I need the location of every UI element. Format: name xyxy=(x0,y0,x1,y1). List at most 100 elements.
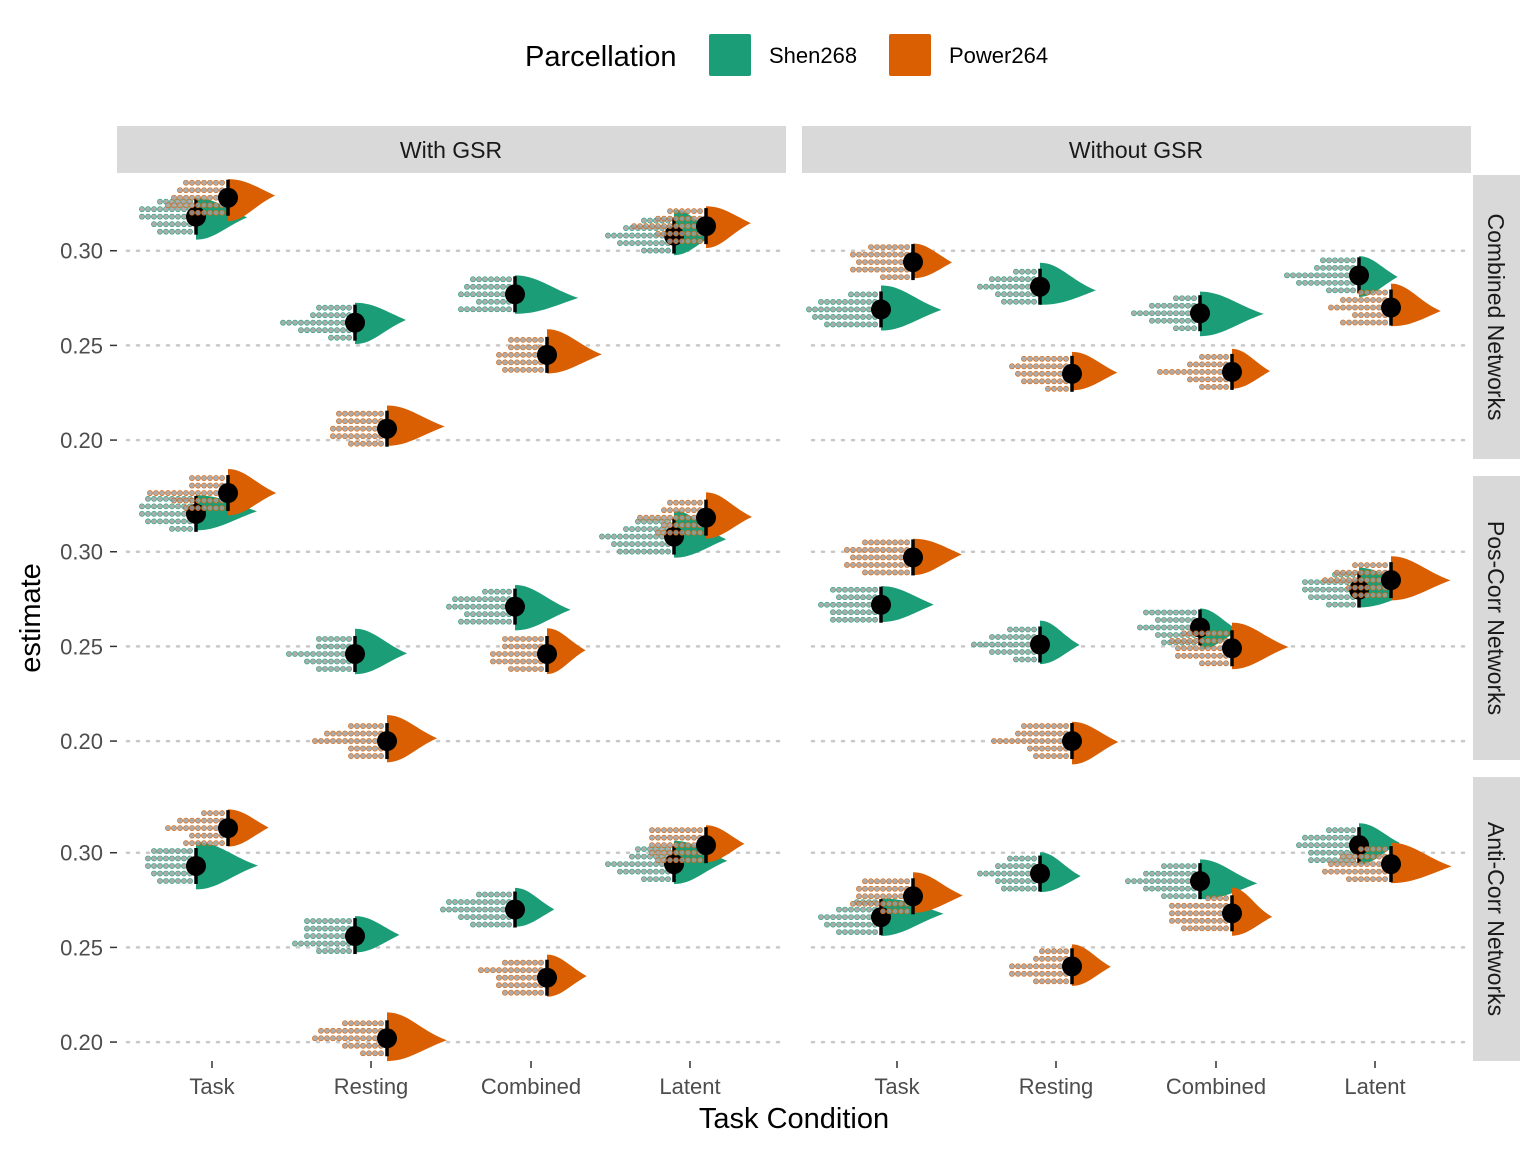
violin-shape xyxy=(1040,620,1080,665)
data-dot xyxy=(635,846,641,852)
data-dot xyxy=(665,247,671,254)
data-dot xyxy=(637,223,643,230)
data-dot xyxy=(316,948,322,954)
data-dot xyxy=(649,842,655,849)
data-dot xyxy=(661,514,667,521)
data-dot xyxy=(354,738,360,744)
data-dot xyxy=(151,848,157,854)
data-dot xyxy=(304,925,310,932)
data-dot xyxy=(1039,963,1045,970)
data-dot xyxy=(1019,298,1025,305)
data-dot xyxy=(189,209,195,216)
data-dot xyxy=(1199,376,1205,383)
data-dot xyxy=(366,1050,372,1057)
data-dot xyxy=(478,967,484,974)
data-dot xyxy=(1364,569,1370,576)
data-dot xyxy=(163,863,169,869)
data-dot xyxy=(1326,594,1332,600)
data-dot xyxy=(508,974,514,981)
data-dot xyxy=(1007,291,1013,298)
data-dot xyxy=(1199,384,1205,390)
data-dot xyxy=(1007,885,1013,892)
data-dot xyxy=(1179,609,1185,616)
data-dot xyxy=(195,187,201,194)
data-dot xyxy=(1308,272,1314,279)
strip-label-with-gsr: With GSR xyxy=(400,137,502,163)
data-dot xyxy=(1340,297,1346,303)
data-dot xyxy=(1161,617,1167,623)
data-dot xyxy=(806,306,812,313)
data-dot xyxy=(1364,876,1370,882)
data-dot xyxy=(856,562,862,568)
data-dot xyxy=(1382,289,1388,296)
data-dot xyxy=(667,230,673,237)
data-dot xyxy=(697,208,703,215)
data-dot xyxy=(366,425,372,432)
data-dot xyxy=(661,215,667,222)
data-dot xyxy=(340,304,346,311)
data-dot xyxy=(169,221,175,228)
data-dot xyxy=(1358,297,1364,303)
data-dot xyxy=(623,548,629,555)
data-dot xyxy=(1179,624,1185,631)
data-dot xyxy=(643,223,649,230)
data-dot xyxy=(1015,363,1021,370)
data-dot xyxy=(661,529,667,536)
data-dot xyxy=(860,921,866,928)
violin-shape xyxy=(1200,859,1258,900)
data-dot xyxy=(1223,660,1229,667)
data-dot xyxy=(1033,730,1039,737)
data-dot xyxy=(1308,594,1314,600)
data-dot xyxy=(880,274,886,280)
data-dot xyxy=(508,643,514,650)
data-dot xyxy=(1308,579,1314,585)
data-dot xyxy=(1057,730,1063,737)
data-dot xyxy=(1370,577,1376,584)
data-dot xyxy=(812,314,818,320)
data-dot xyxy=(1001,634,1007,640)
data-dot xyxy=(629,861,635,867)
data-dot xyxy=(892,878,898,885)
data-dot xyxy=(157,213,163,220)
data-dot xyxy=(340,327,346,334)
data-dot xyxy=(366,1020,372,1027)
data-dot xyxy=(201,187,207,194)
data-dot xyxy=(1007,634,1013,640)
data-dot xyxy=(1358,577,1364,584)
y-tick-label: 0.25 xyxy=(60,935,103,960)
data-dot xyxy=(183,490,189,496)
data-dot xyxy=(1027,730,1033,737)
data-dot xyxy=(328,319,334,326)
data-dot xyxy=(824,299,830,305)
data-dot xyxy=(983,283,989,290)
data-dot xyxy=(1161,302,1167,309)
data-dot xyxy=(1332,586,1338,593)
data-dot xyxy=(661,849,667,856)
data-dot xyxy=(470,306,476,313)
data-dot xyxy=(647,868,653,875)
data-dot xyxy=(1314,264,1320,271)
data-dot xyxy=(494,276,500,283)
data-dot xyxy=(219,810,225,817)
data-dot xyxy=(874,266,880,273)
strip-combined-networks xyxy=(1473,175,1520,459)
data-dot xyxy=(348,425,354,432)
data-dot xyxy=(342,410,348,417)
data-dot xyxy=(1370,297,1376,303)
data-dot xyxy=(470,899,476,905)
data-dot xyxy=(366,433,372,440)
data-dot xyxy=(1358,304,1364,311)
data-dot xyxy=(532,643,538,650)
data-dot xyxy=(842,906,848,913)
data-dot xyxy=(1033,745,1039,752)
data-dot xyxy=(488,276,494,283)
data-dot xyxy=(139,503,145,510)
data-dot xyxy=(679,215,685,222)
data-dot xyxy=(175,503,181,510)
data-dot xyxy=(866,914,872,921)
y-tick-label: 0.30 xyxy=(60,540,103,565)
data-dot xyxy=(1326,601,1332,608)
data-dot xyxy=(322,658,328,665)
data-dot xyxy=(366,745,372,752)
data-dot xyxy=(1296,279,1302,286)
